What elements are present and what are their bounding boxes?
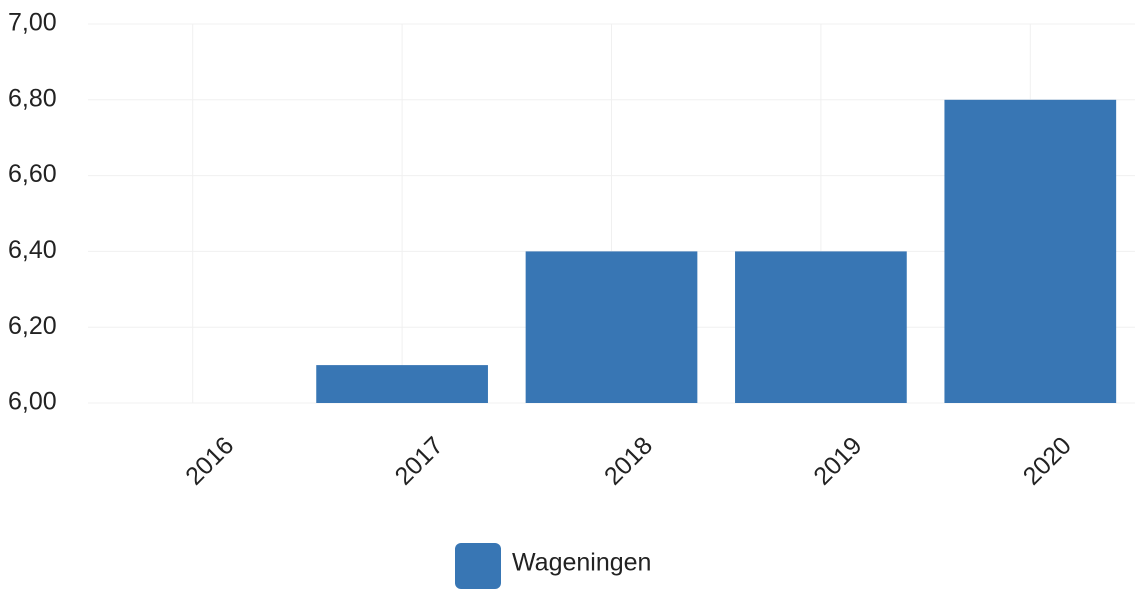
x-tick-label: 2019 <box>808 431 867 490</box>
x-tick-label: 2017 <box>390 431 449 490</box>
legend-swatch <box>455 543 501 589</box>
bar <box>316 365 488 403</box>
y-tick-label: 6,80 <box>8 84 57 112</box>
bar <box>735 251 907 403</box>
x-tick-label: 2016 <box>180 431 239 490</box>
legend-label: Wageningen <box>512 549 651 577</box>
x-tick-label: 2020 <box>1018 431 1077 490</box>
y-tick-label: 6,40 <box>8 236 57 264</box>
bar <box>525 251 698 403</box>
y-tick-label: 6,60 <box>8 160 57 188</box>
bar <box>944 99 1117 404</box>
y-tick-label: 7,00 <box>8 9 57 37</box>
x-tick-label: 2018 <box>599 431 658 490</box>
y-tick-label: 6,20 <box>8 312 57 340</box>
y-tick-label: 6,00 <box>8 388 57 416</box>
